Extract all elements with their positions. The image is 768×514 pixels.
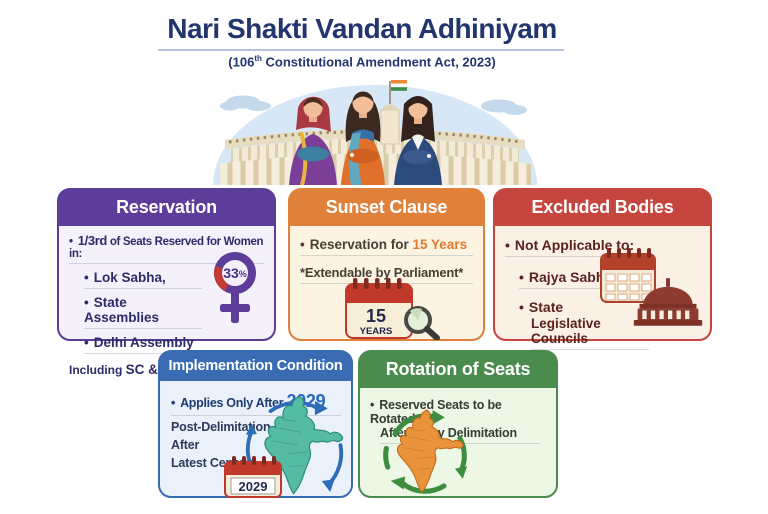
list-item: State bbox=[519, 299, 637, 315]
card-sunset-clause: Sunset Clause Reservation for 15 Years *… bbox=[288, 188, 485, 341]
badge-33-percent: 33% bbox=[223, 265, 247, 281]
card-sunset-title: Sunset Clause bbox=[290, 190, 483, 226]
calendar-icon bbox=[600, 248, 656, 303]
svg-text:2029: 2029 bbox=[239, 479, 268, 494]
india-flag-icon bbox=[389, 80, 407, 104]
card-rotation-title: Rotation of Seats bbox=[360, 352, 556, 388]
list-item: State Assemblies bbox=[84, 295, 202, 329]
card-excluded-title: Excluded Bodies bbox=[495, 190, 710, 226]
list-item: Delhi Assembly bbox=[84, 335, 202, 354]
implementation-detail: Post-Delimitation bbox=[171, 420, 271, 434]
page-title: Nari Shakti Vandan Adhiniyam bbox=[167, 13, 557, 44]
card-implementation-title: Implementation Condition bbox=[160, 352, 351, 381]
parliament-women-illustration bbox=[213, 80, 537, 186]
calendar-2029-icon: 2029 bbox=[224, 456, 282, 498]
india-map-rotation-icon bbox=[383, 409, 468, 494]
card-excluded-body: Not Applicable to: Rajya Sabha State Leg… bbox=[495, 226, 710, 350]
svg-text:YEARS: YEARS bbox=[360, 326, 393, 337]
card-rotation-of-seats: Rotation of Seats Reserved Seats to be R… bbox=[358, 350, 558, 498]
card-implementation-condition: Implementation Condition Applies Only Af… bbox=[158, 350, 353, 498]
magnifier-icon bbox=[404, 306, 440, 340]
sunset-line1: Reservation for 15 Years bbox=[300, 237, 473, 256]
card-reservation: Reservation 1/3rd of Seats Reserved for … bbox=[57, 188, 276, 377]
cloud-icon bbox=[220, 95, 527, 115]
list-item: Lok Sabha, bbox=[84, 270, 202, 289]
card-excluded-bodies: Excluded Bodies Not Applicable to: Rajya… bbox=[493, 188, 712, 350]
svg-text:15: 15 bbox=[366, 306, 386, 326]
list-item: Rajya Sabha bbox=[519, 269, 637, 289]
card-reservation-title: Reservation bbox=[59, 190, 274, 226]
assembly-building-icon bbox=[633, 278, 703, 326]
card-sunset-body: Reservation for 15 Years *Extendable by … bbox=[290, 226, 483, 284]
implementation-detail: After bbox=[171, 438, 200, 452]
woman-sari-veil bbox=[289, 96, 337, 186]
title-underline bbox=[158, 49, 564, 51]
list-item-line2: Legislative Councils bbox=[531, 316, 649, 350]
page-subtitle: (106th Constitutional Amendment Act, 202… bbox=[228, 54, 496, 70]
excluded-lead: Not Applicable to: bbox=[505, 237, 655, 257]
woman-suit bbox=[394, 96, 442, 185]
hero-illustration bbox=[205, 68, 545, 186]
reservation-lead: 1/3rd of Seats Reserved for Women in: bbox=[69, 233, 264, 264]
woman-orange-sari bbox=[341, 91, 385, 185]
calendar-15-years-icon: 15 YEARS bbox=[345, 278, 440, 340]
female-symbol-33-percent-icon: 33% bbox=[214, 252, 256, 323]
